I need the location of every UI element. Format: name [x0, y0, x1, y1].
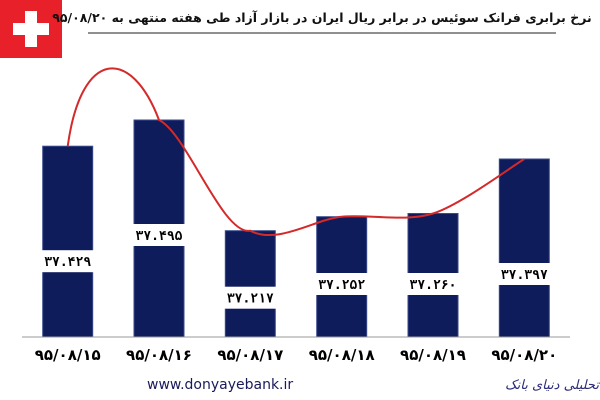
data-label: ۳۷.۴۲۹ [44, 255, 91, 270]
chart-title: نرخ برابری فرانک سوئیس در برابر ریال ایر… [52, 10, 591, 25]
bars-layer: ۳۷.۴۲۹ ۳۷.۴۹۵ ۳۷.۲۱۷ ۳۷.۲۵۲ ۳۷.۲۶۰ ۳۷.۳۹۷ [38, 119, 554, 338]
data-label-box [130, 224, 188, 246]
data-label: ۳۷.۴۹۵ [136, 229, 183, 244]
data-label-box [495, 263, 554, 285]
x-tick-label: ۹۵/۰۸/۱۹ [400, 346, 466, 364]
data-label: ۳۷.۲۱۷ [227, 292, 274, 307]
trend-line [66, 67, 525, 236]
x-tick-label: ۹۵/۰۸/۲۰ [491, 346, 557, 364]
data-label-box [312, 273, 371, 295]
x-tick-labels: ۹۵/۰۸/۱۵ ۹۵/۰۸/۱۶ ۹۵/۰۸/۱۷ ۹۵/۰۸/۱۸ ۹۵/۰۸/۱۹… [35, 346, 557, 364]
data-label: ۳۷.۲۵۲ [318, 278, 365, 293]
data-label-box [221, 286, 280, 309]
data-label: ۳۷.۳۹۷ [501, 268, 548, 283]
source-name: شبکه خبری و تحلیلی دنیای بانک [505, 378, 600, 393]
data-label: ۳۷.۲۶۰ [410, 278, 457, 293]
data-label-box [38, 250, 97, 273]
x-tick-label: ۹۵/۰۸/۱۷ [217, 346, 283, 364]
x-tick-label: ۹۵/۰۸/۱۸ [309, 346, 375, 364]
bar [498, 158, 550, 338]
swiss-flag-icon [0, 0, 62, 58]
data-label-box [404, 273, 462, 295]
x-tick-label: ۹۵/۰۸/۱۶ [126, 346, 192, 364]
bar [224, 230, 276, 338]
source-url: www.donyayebank.ir [147, 377, 293, 393]
trend-layer [66, 67, 525, 236]
x-tick-label: ۹۵/۰۸/۱۵ [35, 346, 101, 364]
bar [42, 145, 94, 338]
